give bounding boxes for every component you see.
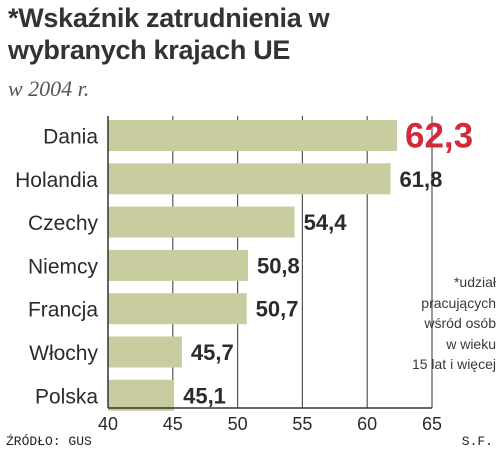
x-tick-label: 45 <box>163 414 183 434</box>
x-tick-label: 40 <box>98 414 118 434</box>
x-tick-label: 65 <box>422 414 442 434</box>
value-label: 45,1 <box>183 383 226 408</box>
chart-title: *Wskaźnik zatrudnienia w wybranych kraja… <box>8 3 330 65</box>
bar <box>108 336 182 368</box>
value-label: 45,7 <box>191 340 234 365</box>
category-label: Holandia <box>15 169 98 192</box>
bar <box>108 206 295 238</box>
category-label: Niemcy <box>28 255 99 278</box>
value-label: 61,8 <box>400 167 443 192</box>
bar <box>108 379 175 411</box>
x-tick-label: 55 <box>292 414 312 434</box>
category-label: Włochy <box>29 342 98 365</box>
value-label: 62,3 <box>405 117 473 156</box>
value-label: 50,7 <box>256 297 299 322</box>
bar <box>108 120 398 151</box>
chart-subtitle: w 2004 r. <box>8 76 90 101</box>
category-label: Polska <box>35 385 98 408</box>
footnote-line: wśród osób <box>424 315 496 331</box>
category-label: Dania <box>43 126 98 149</box>
category-label: Francja <box>28 299 98 322</box>
value-label: 50,8 <box>257 253 300 278</box>
footnote-line: 15 lat i więcej <box>411 356 496 372</box>
x-tick-label: 60 <box>357 414 377 434</box>
footnote-line: pracujących <box>421 294 496 311</box>
author-label: S.F. <box>461 434 493 449</box>
footnote: *udział pracujących wśród osób w wieku 1… <box>400 272 496 375</box>
bar <box>108 293 247 325</box>
x-tick-label: 50 <box>228 414 248 434</box>
footnote-line: *udział <box>453 274 496 290</box>
category-label: Czechy <box>28 212 99 235</box>
value-label: 54,4 <box>304 210 348 235</box>
bar <box>108 249 248 281</box>
source-label: ŹRÓDŁO: GUS <box>6 434 92 449</box>
footnote-line: w wieku <box>446 335 496 352</box>
bar <box>108 163 391 195</box>
